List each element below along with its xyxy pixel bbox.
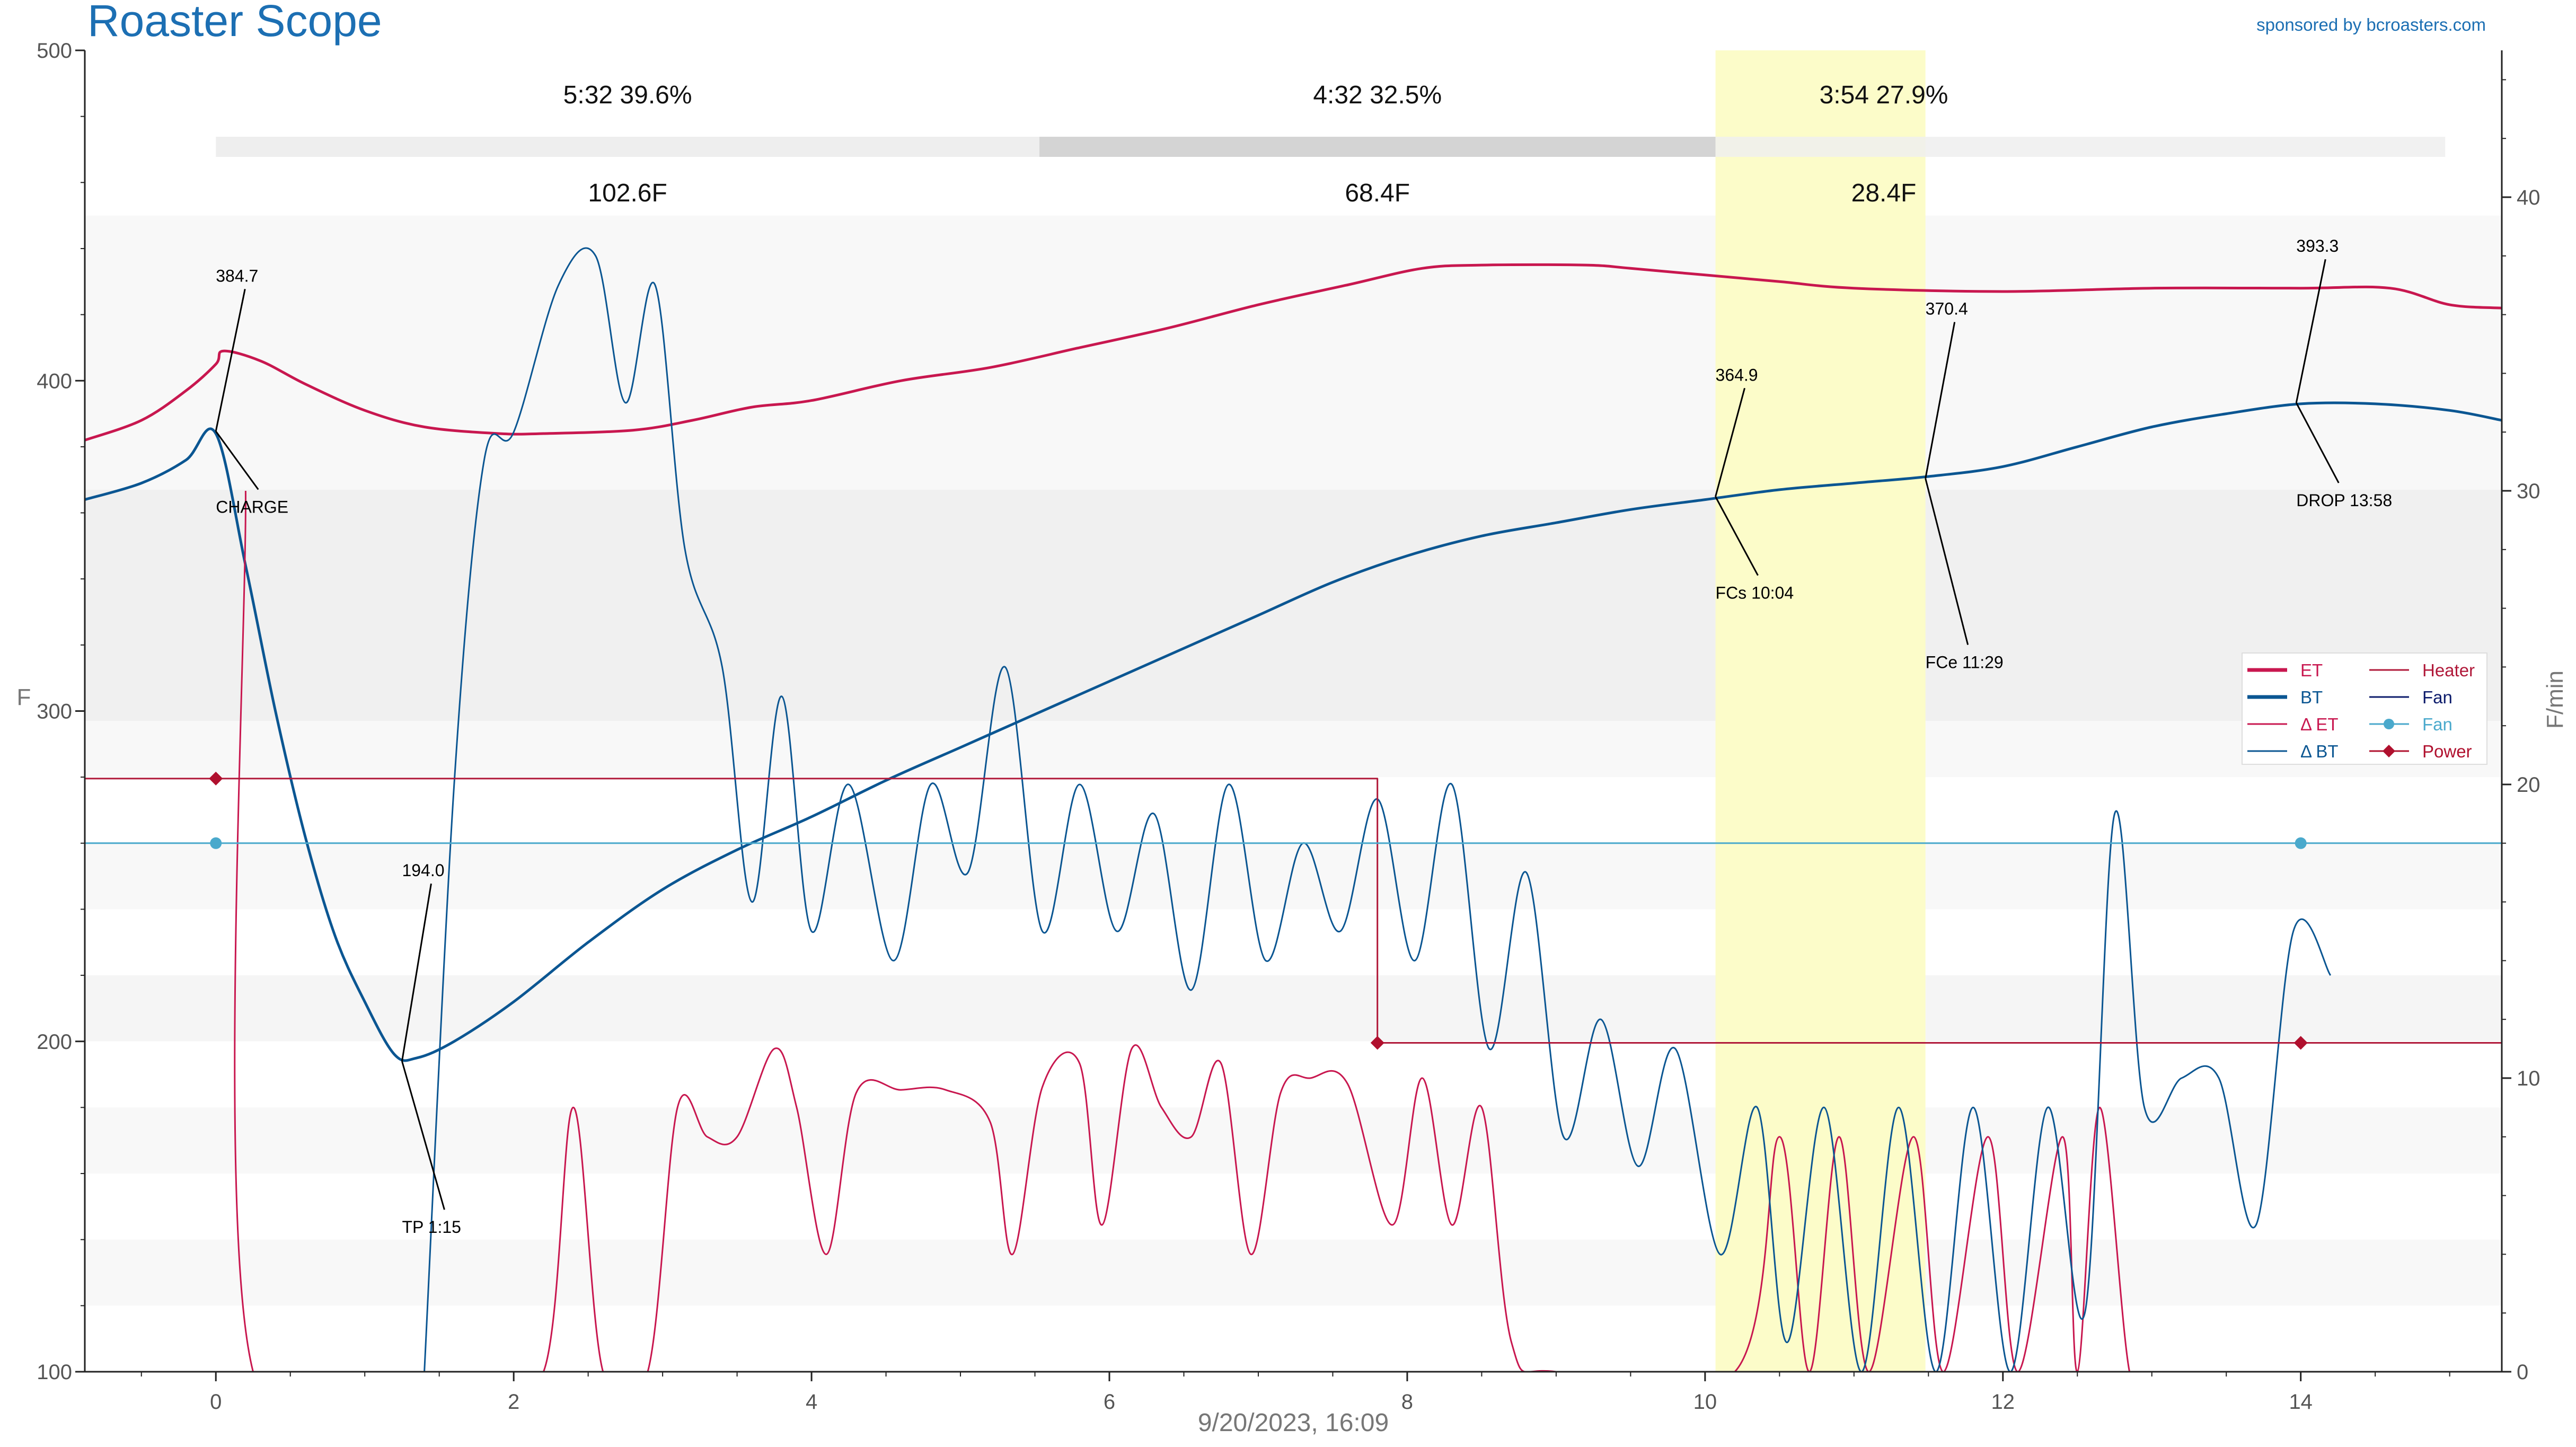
delta-bt-line (424, 247, 2332, 1372)
legend-label[interactable]: Δ ET (2300, 714, 2339, 734)
phase-bar-maillard (1039, 137, 1716, 157)
x-tick-label: 12 (1991, 1390, 2015, 1414)
x-tick-label: 6 (1104, 1390, 1115, 1414)
tp-label-leader (401, 1061, 445, 1210)
tp-value: 194.0 (402, 861, 444, 880)
phase-time-pct: 4:32 32.5% (1313, 81, 1442, 109)
background-band (85, 1239, 2502, 1306)
x-tick-label: 0 (210, 1390, 222, 1414)
first-crack-band (1715, 50, 1926, 1372)
background-band (85, 1174, 2502, 1240)
y2-tick-label: 20 (2517, 773, 2540, 797)
y-tick-label: 100 (37, 1361, 72, 1384)
drop-label-leader (2295, 402, 2340, 483)
fce-label-leader (1925, 478, 1969, 645)
power-marker (209, 771, 223, 786)
y-tick-label: 200 (37, 1030, 72, 1054)
phase-delta: 28.4F (1851, 179, 1917, 207)
timestamp-label: 9/20/2023, 16:09 (1198, 1409, 1389, 1437)
delta-et-line (234, 490, 2502, 1372)
drop-value-leader (2295, 259, 2326, 403)
background-band (85, 50, 2502, 216)
fce-value-leader (1925, 322, 1956, 479)
legend-label[interactable]: Fan (2422, 714, 2453, 734)
y2-tick-label: 40 (2517, 186, 2540, 209)
legend-label[interactable]: Δ BT (2300, 742, 2339, 761)
x-tick-label: 4 (806, 1390, 817, 1414)
y-axis-label: F (17, 684, 31, 710)
legend: ET BT Δ ET Δ BT Heater Fan Fan Power (2242, 652, 2487, 765)
app-title: Roaster Scope (87, 0, 382, 46)
y2-tick-label: 30 (2517, 480, 2540, 503)
phase-time-pct: 5:32 39.6% (563, 81, 692, 109)
charge-value-leader (215, 288, 246, 431)
tp-value-leader (401, 883, 432, 1062)
phase-bar (216, 137, 2446, 157)
charge-label: CHARGE (216, 498, 288, 517)
drop-value: 393.3 (2296, 236, 2339, 255)
background-band (85, 215, 2502, 490)
background-band (85, 1107, 2502, 1174)
fcs-label-leader (1715, 496, 1759, 576)
background-band (85, 909, 2502, 976)
legend-diamond (2383, 745, 2395, 757)
power-marker (1370, 1036, 1384, 1050)
phase-bar-development (1715, 137, 2446, 157)
legend-dot (2384, 719, 2394, 729)
event-annotations: 384.7 CHARGE 194.0 TP 1:15 364.9 FCs 10:04 370… (215, 236, 2392, 1237)
power-marker (2293, 1036, 2308, 1050)
y2-tick-label: 0 (2517, 1361, 2528, 1384)
fcs-label: FCs 10:04 (1716, 584, 1794, 603)
x-tick-label: 8 (1401, 1390, 1413, 1414)
y-tick-label: 400 (37, 369, 72, 393)
y2-axis-label: F/min (2542, 670, 2568, 729)
y-tick-label: 300 (37, 700, 72, 724)
charge-value: 384.7 (216, 266, 258, 285)
legend-label[interactable]: Power (2422, 742, 2472, 761)
background-band (85, 489, 2502, 721)
series-markers (209, 771, 2308, 1050)
background-band (85, 975, 2502, 1042)
x-tick-label: 14 (2289, 1390, 2313, 1414)
tp-label: TP 1:15 (402, 1217, 461, 1237)
background-band (85, 843, 2502, 910)
phase-delta: 102.6F (588, 179, 667, 207)
background-bands (85, 50, 2502, 1372)
drop-label: DROP 13:58 (2296, 491, 2392, 510)
phase-time-pct: 3:54 27.9% (1820, 81, 1948, 109)
legend-label[interactable]: Heater (2422, 660, 2475, 680)
fcs-value-leader (1715, 387, 1745, 497)
legend-label[interactable]: ET (2300, 660, 2323, 680)
y-tick-label: 500 (37, 39, 72, 63)
fan-marker (210, 837, 222, 849)
heater-line (85, 778, 2502, 1044)
x-tick-label: 2 (508, 1390, 519, 1414)
background-band (85, 1305, 2502, 1372)
fan-marker (2295, 837, 2307, 849)
x-tick-label: 10 (1693, 1390, 1717, 1414)
y2-tick-label: 10 (2517, 1067, 2540, 1090)
legend-label[interactable]: BT (2300, 687, 2323, 707)
bt-line (85, 401, 2502, 1062)
phase-delta: 68.4F (1345, 179, 1410, 207)
fce-label: FCe 11:29 (1926, 652, 2004, 672)
charge-label-leader (215, 430, 259, 490)
fce-value: 370.4 (1926, 299, 1968, 319)
fcs-value: 364.9 (1716, 365, 1758, 384)
phase-labels: 5:32 39.6% 102.6F 4:32 32.5% 68.4F 3:54 27.9… (563, 81, 1948, 207)
series-lines (85, 247, 2502, 1372)
legend-label[interactable]: Fan (2422, 687, 2453, 707)
sponsor-link[interactable]: sponsored by bcroasters.com (2256, 15, 2486, 34)
phase-bar-drying (216, 137, 1039, 157)
et-line (85, 263, 2502, 442)
background-band (85, 721, 2502, 778)
background-band (85, 777, 2502, 843)
